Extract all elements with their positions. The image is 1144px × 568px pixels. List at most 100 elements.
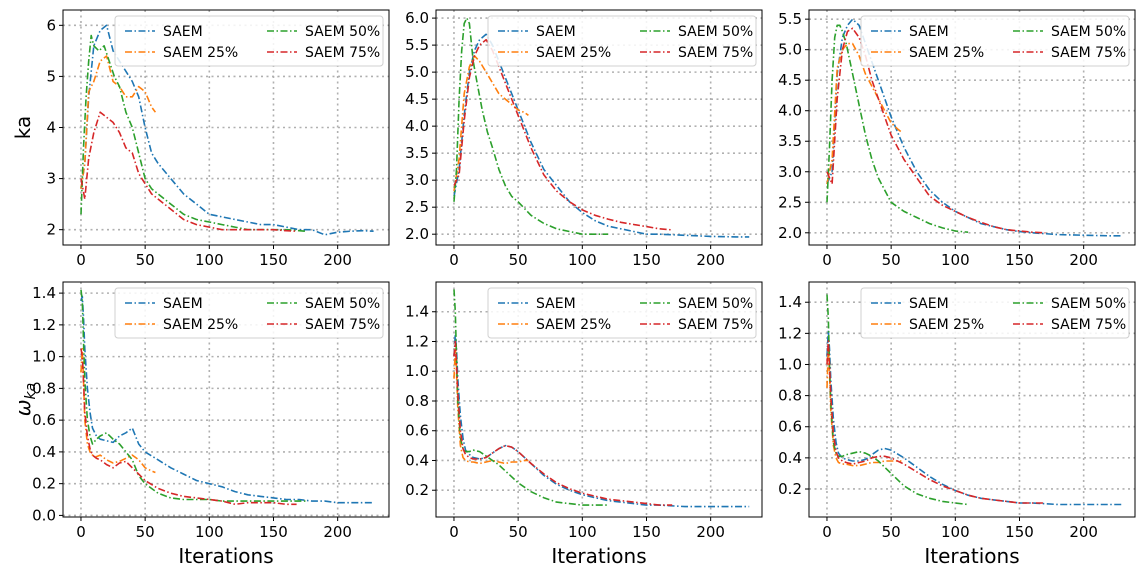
legend-label: SAEM 25% (909, 45, 984, 61)
legend-label: SAEM (163, 296, 203, 312)
chart-panel: 0 50 100 150 200 2.0 2.5 3.0 3.5 4.0 4.5 5.0 5.5 SAEM… (778, 9, 1136, 269)
legend-label: SAEM 75% (305, 317, 380, 333)
y-tick-label: 0.8 (32, 379, 56, 397)
x-tick-label: 50 (509, 523, 528, 541)
series-line (80, 347, 156, 474)
y-tick-label: 5.0 (405, 63, 429, 81)
y-tick-label: 3.5 (405, 144, 429, 162)
x-tick-label: 0 (76, 251, 86, 269)
y-tick-label: 1.4 (778, 293, 802, 311)
y-tick-label: 1.4 (405, 303, 429, 321)
series-line (453, 33, 750, 238)
legend-label: SAEM 75% (678, 45, 753, 61)
series-line (826, 340, 1046, 504)
x-tick-label: 50 (136, 523, 155, 541)
series-line (826, 18, 1123, 237)
x-tick-label: 200 (696, 523, 725, 541)
y-tick-label: 0.6 (405, 422, 429, 440)
y-tick-label: 2.0 (778, 224, 802, 242)
legend-box (860, 287, 1130, 339)
legend-label: SAEM 50% (678, 296, 753, 312)
legend-label: SAEM 50% (1051, 296, 1126, 312)
y-tick-label: 2 (46, 221, 56, 239)
x-tick-label: 200 (1069, 523, 1098, 541)
x-tick-label: 0 (822, 251, 832, 269)
y-tick-label: 0.0 (32, 506, 56, 524)
x-tick-label: 150 (1005, 251, 1034, 269)
chart-panel: 0 50 100 150 200 2.0 2.5 3.0 3.5 4.0 4.5 5.0 5.5 6.0 S… (405, 9, 763, 269)
plot-frame (62, 281, 390, 518)
series-line (453, 17, 608, 235)
x-axis-title: Iterations (178, 544, 273, 568)
series-group (453, 289, 750, 508)
y-tick-label: 4.0 (405, 117, 429, 135)
x-tick-label: 150 (259, 251, 288, 269)
series-line (80, 34, 306, 232)
series-line (80, 289, 306, 502)
legend-label: SAEM 75% (1051, 317, 1126, 333)
x-tick-label: 100 (568, 523, 597, 541)
y-tick-label: 5.5 (405, 36, 429, 54)
y-tick-label: 1.4 (32, 284, 56, 302)
y-tick-label: 0.6 (32, 411, 56, 429)
y-tick-label: 0.6 (778, 418, 802, 436)
chart-panel: 0 50 100 150 200 0.2 0.4 0.6 0.8 1.0 1.2 1.4 SAEM SAE… (778, 281, 1136, 568)
legend-label: SAEM 25% (909, 317, 984, 333)
legend-label: SAEM 25% (163, 45, 238, 61)
x-tick-label: 150 (1005, 523, 1034, 541)
plot-frame (435, 9, 763, 246)
y-tick-label: 1.0 (405, 362, 429, 380)
legend-label: SAEM (909, 296, 949, 312)
y-tick-label: 3.0 (405, 171, 429, 189)
y-tick-label: 0.8 (405, 392, 429, 410)
series-line (453, 38, 673, 231)
x-tick-label: 50 (136, 251, 155, 269)
y-tick-label: 5 (46, 67, 56, 85)
y-tick-label: 0.2 (405, 481, 429, 499)
series-group (826, 294, 1123, 506)
legend-label: SAEM 50% (305, 296, 380, 312)
legend-box (487, 287, 757, 339)
y-tick-label: 0.4 (778, 449, 802, 467)
legend-box (487, 15, 757, 67)
x-tick-label: 50 (882, 251, 901, 269)
x-tick-label: 150 (632, 251, 661, 269)
legend-label: SAEM 50% (678, 24, 753, 40)
legend-box (114, 287, 384, 339)
y-tick-label: 5.0 (778, 41, 802, 59)
x-tick-label: 100 (195, 251, 224, 269)
series-line (80, 24, 374, 236)
x-tick-label: 0 (822, 523, 832, 541)
series-group (453, 17, 750, 238)
legend-label: SAEM 75% (305, 45, 380, 61)
x-tick-label: 150 (259, 523, 288, 541)
y-tick-label: 4.5 (405, 90, 429, 108)
x-tick-label: 0 (76, 523, 86, 541)
y-tick-label: 1.0 (778, 355, 802, 373)
x-tick-label: 100 (195, 523, 224, 541)
y-tick-label: 4 (46, 119, 56, 137)
series-line (826, 24, 969, 233)
y-tick-label: 1.2 (32, 316, 56, 334)
series-line (80, 111, 297, 232)
chart-panel: 0 50 100 150 200 0.0 0.2 0.4 0.6 0.8 1.0 1.2 1.4 SAEM… (11, 281, 390, 568)
legend-label: SAEM 50% (305, 24, 380, 40)
y-tick-label: 3.0 (778, 163, 802, 181)
legend-label: SAEM (909, 24, 949, 40)
y-axis-title: ωka (11, 383, 39, 416)
y-tick-label: 3.5 (778, 132, 802, 150)
chart-panel: 0 50 100 150 200 2 3 4 5 6 SAEM SAEM 25% SAEM 50% SAE… (11, 9, 390, 269)
x-axis-title: Iterations (924, 544, 1019, 568)
x-tick-label: 200 (323, 523, 352, 541)
x-tick-label: 100 (941, 251, 970, 269)
series-group (80, 24, 374, 236)
y-tick-label: 3 (46, 170, 56, 188)
y-tick-label: 6.0 (405, 9, 429, 27)
chart-panel: 0 50 100 150 200 0.2 0.4 0.6 0.8 1.0 1.2 1.4 SAEM SAE… (405, 281, 763, 568)
x-tick-label: 50 (509, 251, 528, 269)
plot-frame (808, 281, 1136, 518)
y-tick-label: 4.5 (778, 71, 802, 89)
legend-label: SAEM 25% (536, 45, 611, 61)
legend-label: SAEM 75% (678, 317, 753, 333)
legend-box (860, 15, 1130, 67)
